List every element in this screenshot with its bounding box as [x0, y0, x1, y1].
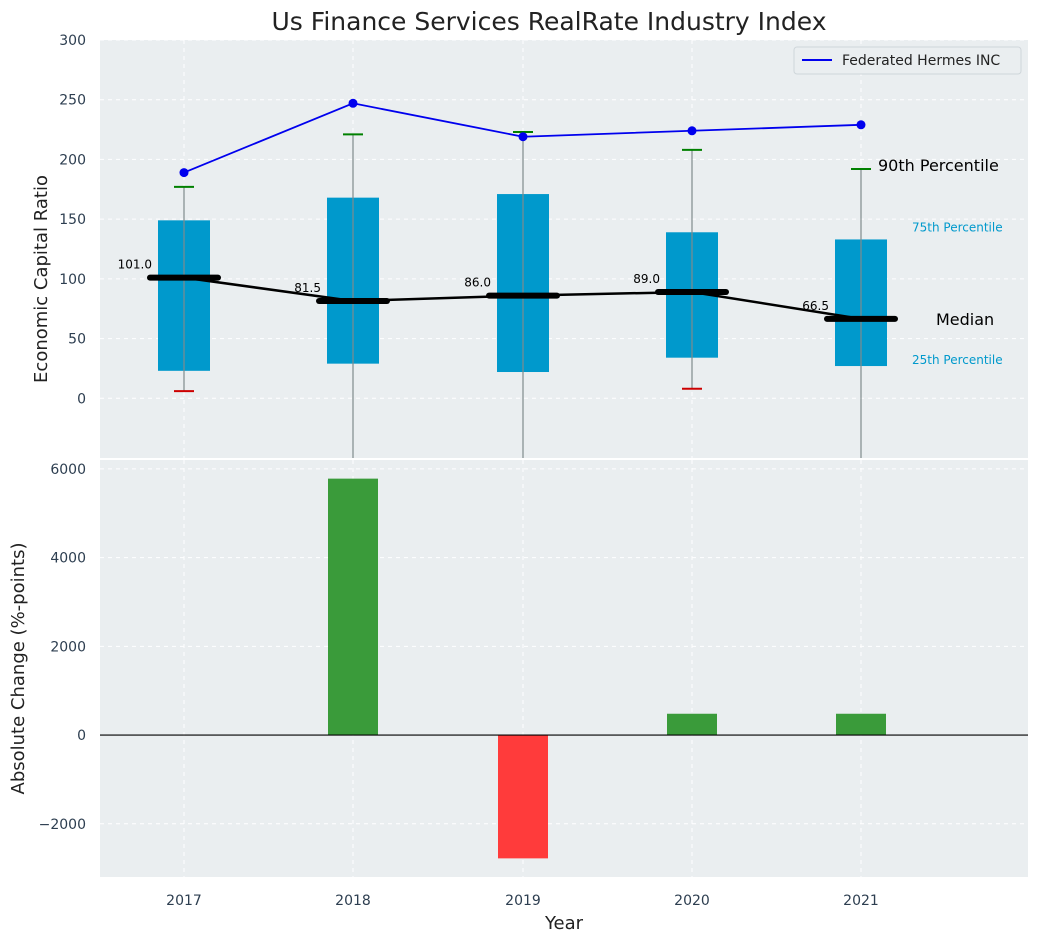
legend-box [793, 46, 1022, 75]
top-y-tick-label: 150 [59, 212, 86, 228]
median-series: 101.0 81.5 86.0 89.0 66.5 [118, 258, 898, 322]
bottom-y-tick-label: −2000 [39, 817, 86, 833]
median-value-label-2020: 89.0 [633, 272, 660, 286]
company-point-2021 [856, 120, 866, 130]
bottom-y-tick-label: 6000 [50, 462, 86, 478]
company-point-2020 [687, 126, 697, 136]
top-y-tick-label: 250 [59, 93, 86, 109]
company-point-2017 [179, 168, 189, 178]
bottom-y-tick-label: 0 [77, 728, 86, 744]
bottom-panel-background [100, 460, 1028, 877]
x-tick-label-2019: 2019 [505, 893, 541, 909]
x-tick-label-2018: 2018 [335, 893, 371, 909]
top-y-tick-label: 200 [59, 152, 86, 168]
x-ticks: 2017 2018 2019 2020 2021 [166, 893, 879, 909]
company-point-2018 [348, 98, 358, 108]
bottom-y-tick-label: 2000 [50, 639, 86, 655]
median-value-label-2019: 86.0 [464, 276, 491, 290]
legend-label-federated-hermes: Federated Hermes INC [842, 53, 1000, 69]
change-bar-2020 [667, 713, 717, 736]
change-bar-2019 [498, 735, 548, 859]
legend: Federated Hermes INC [793, 46, 1022, 75]
chart-title: Us Finance Services RealRate Industry In… [272, 7, 827, 36]
annotation-75th-percentile: 75th Percentile [912, 220, 1003, 234]
change-bars [100, 478, 1028, 859]
median-value-label-2018: 81.5 [294, 281, 321, 295]
change-bar-2018 [328, 478, 378, 736]
top-y-ticks: 0 50 100 150 200 250 300 [59, 33, 86, 407]
median-value-label-2017: 101.0 [118, 258, 152, 272]
x-tick-label-2017: 2017 [166, 893, 202, 909]
percentile-annotations: 90th Percentile 75th Percentile Median 25th… [878, 156, 1003, 367]
x-tick-label-2021: 2021 [843, 893, 879, 909]
top-y-axis-label: Economic Capital Ratio [31, 175, 52, 383]
annotation-25th-percentile: 25th Percentile [912, 353, 1003, 367]
company-point-2019 [518, 132, 528, 142]
bottom-y-ticks: −2000 0 2000 4000 6000 [39, 462, 86, 833]
x-axis-label: Year [544, 913, 584, 934]
top-y-tick-label: 100 [59, 272, 86, 288]
bottom-y-tick-label: 4000 [50, 551, 86, 567]
annotation-90th-percentile: 90th Percentile [878, 156, 999, 175]
top-panel: 0 50 100 150 200 250 300 101.0 81.5 86.0 89.0 66.5… [31, 33, 1028, 458]
top-y-tick-label: 300 [59, 33, 86, 49]
x-tick-label-2020: 2020 [674, 893, 710, 909]
bottom-y-axis-label: Absolute Change (%-points) [8, 543, 29, 795]
top-y-tick-label: 50 [68, 332, 86, 348]
change-bar-2021 [836, 713, 886, 736]
top-panel-background [100, 40, 1028, 458]
top-y-tick-label: 0 [77, 391, 86, 407]
annotation-median: Median [936, 310, 994, 329]
company-series [179, 98, 866, 178]
median-value-label-2021: 66.5 [802, 299, 829, 313]
